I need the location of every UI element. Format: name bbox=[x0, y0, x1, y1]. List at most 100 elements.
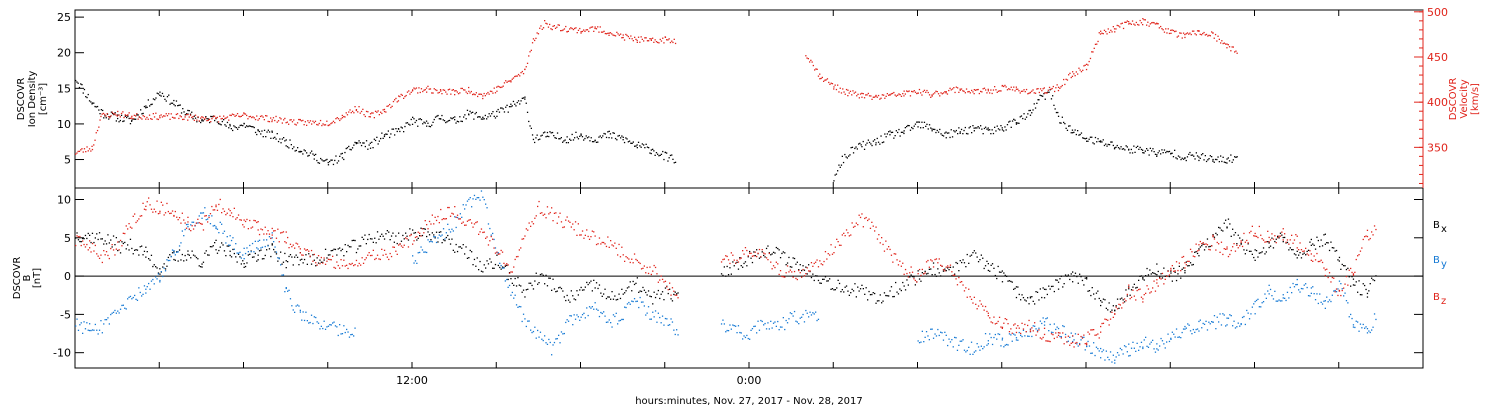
Bx-point bbox=[944, 268, 946, 270]
By-point bbox=[661, 315, 664, 317]
Bz-point bbox=[871, 221, 873, 223]
density-point bbox=[354, 141, 356, 144]
Bz-point bbox=[895, 253, 897, 255]
Bz-point bbox=[299, 248, 301, 250]
density-point bbox=[1079, 133, 1081, 136]
Bx-point bbox=[289, 254, 292, 256]
velocity-point bbox=[605, 33, 608, 35]
By-point bbox=[972, 353, 974, 355]
By-point bbox=[921, 330, 923, 332]
Bz-point bbox=[823, 260, 825, 263]
density-point bbox=[147, 99, 149, 101]
velocity-point bbox=[150, 118, 152, 120]
velocity-point bbox=[283, 119, 285, 121]
Bz-point bbox=[108, 257, 110, 260]
By-point bbox=[1081, 336, 1084, 338]
Bz-point bbox=[1230, 249, 1232, 252]
velocity-point bbox=[267, 120, 269, 123]
Bz-point bbox=[354, 264, 356, 266]
Bx-point bbox=[900, 289, 902, 292]
By-point bbox=[455, 226, 457, 229]
Bx-point bbox=[808, 264, 810, 266]
By-point bbox=[1236, 326, 1238, 328]
velocity-point bbox=[920, 92, 922, 94]
Bx-point bbox=[997, 265, 999, 268]
density-point bbox=[879, 143, 881, 145]
Bx-point bbox=[945, 270, 947, 272]
density-point bbox=[1193, 155, 1195, 157]
density-point bbox=[1054, 108, 1056, 110]
Bx-point bbox=[1184, 272, 1186, 274]
Bx-point bbox=[1359, 294, 1362, 296]
Bz-point bbox=[302, 254, 304, 256]
Bx-point bbox=[1361, 294, 1363, 296]
velocity-point bbox=[551, 28, 553, 31]
Bz-point bbox=[968, 288, 970, 290]
By-point bbox=[632, 300, 634, 303]
velocity-point bbox=[673, 38, 675, 40]
By-point bbox=[1198, 330, 1200, 332]
By-point bbox=[530, 329, 532, 331]
velocity-point bbox=[171, 116, 174, 118]
velocity-point bbox=[1125, 21, 1127, 23]
Bx-point bbox=[560, 287, 563, 290]
velocity-point bbox=[371, 112, 373, 114]
Bx-point bbox=[770, 254, 772, 256]
By-point bbox=[500, 264, 502, 267]
Bx-point bbox=[640, 290, 643, 293]
Bx-point bbox=[650, 296, 652, 298]
By-point bbox=[1343, 295, 1345, 297]
Bx-point bbox=[337, 248, 339, 250]
By-point bbox=[956, 349, 959, 351]
Bz-point bbox=[500, 249, 502, 252]
density-point bbox=[179, 104, 181, 106]
Bz-point bbox=[980, 303, 982, 305]
density-point bbox=[103, 117, 105, 119]
density-point bbox=[531, 134, 534, 136]
Bx-point bbox=[586, 281, 588, 284]
density-point bbox=[137, 114, 139, 116]
Bx-point bbox=[639, 290, 641, 292]
By-point bbox=[215, 227, 217, 230]
Bx-point bbox=[1032, 300, 1034, 302]
density-point bbox=[160, 95, 162, 97]
Bx-point bbox=[424, 228, 426, 230]
Bx-point bbox=[607, 296, 609, 298]
Bx-point bbox=[1372, 279, 1374, 281]
density-point bbox=[868, 141, 871, 144]
Bx-point bbox=[1056, 279, 1058, 281]
velocity-point bbox=[985, 89, 987, 91]
velocity-point bbox=[211, 118, 213, 120]
density-point bbox=[565, 142, 568, 144]
Bx-point bbox=[402, 234, 404, 237]
By-point bbox=[177, 251, 179, 253]
By-point bbox=[1007, 344, 1009, 346]
By-point bbox=[1226, 317, 1228, 319]
Bx-point bbox=[892, 296, 894, 298]
Bx-point bbox=[1090, 294, 1092, 297]
density-point bbox=[958, 127, 960, 129]
Bz-point bbox=[89, 240, 91, 242]
velocity-point bbox=[918, 88, 921, 91]
Bz-point bbox=[1334, 291, 1336, 293]
Bx-point bbox=[517, 277, 519, 279]
density-point bbox=[532, 138, 535, 141]
Bx-point bbox=[1088, 290, 1091, 292]
By-point bbox=[280, 264, 282, 266]
By-point bbox=[534, 326, 536, 328]
Bx-point bbox=[1109, 311, 1112, 313]
Bz-point bbox=[372, 249, 374, 251]
By-point bbox=[96, 329, 98, 331]
Bx-point bbox=[1284, 236, 1286, 239]
By-point bbox=[1175, 328, 1178, 330]
Bz-point bbox=[1240, 241, 1242, 244]
density-point bbox=[81, 84, 83, 86]
By-point bbox=[1043, 324, 1046, 326]
density-point bbox=[845, 156, 847, 158]
density-point bbox=[524, 96, 526, 98]
Bx-point bbox=[201, 266, 203, 268]
Bz-point bbox=[1250, 230, 1252, 232]
velocity-point bbox=[959, 88, 961, 90]
By-point bbox=[1302, 288, 1304, 290]
velocity-point bbox=[525, 66, 527, 68]
